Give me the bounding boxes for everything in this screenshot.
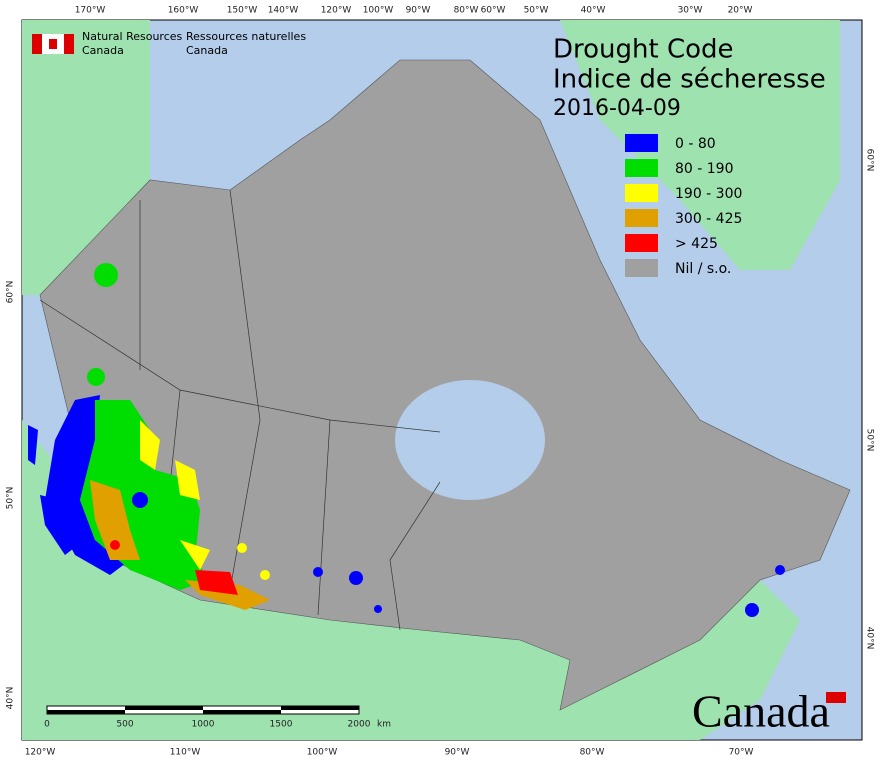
scale-segment: [47, 710, 125, 714]
legend-swatch: [625, 159, 658, 177]
lat-label: 40°N: [865, 627, 875, 650]
lon-label: 140°W: [268, 6, 299, 16]
alaska: [22, 20, 150, 295]
flag-band: [32, 34, 42, 54]
lon-label: 80°W: [454, 6, 479, 16]
lon-label: 170°W: [75, 6, 106, 16]
wordmark: Canada: [692, 686, 830, 737]
agency-fr: Ressources naturelles: [186, 30, 306, 43]
lon-label: 90°W: [445, 748, 470, 758]
legend-swatch: [625, 184, 658, 202]
scale-label: km: [377, 720, 391, 730]
drought-patch: [40, 495, 78, 555]
drought-patch: [132, 492, 148, 508]
lat-label: 60°N: [865, 149, 875, 172]
lon-label: 50°W: [524, 6, 549, 16]
drought-patch: [237, 543, 247, 553]
scale-segment: [125, 706, 203, 710]
lon-label: 30°W: [678, 6, 703, 16]
lon-label: 20°W: [728, 6, 753, 16]
scale-bar: 0 500 1000 1500 2000 km: [44, 705, 391, 730]
drought-patch: [28, 425, 38, 465]
title: Indice de sécheresse: [553, 65, 826, 95]
scale-label: 1500: [270, 720, 293, 730]
drought-patch: [374, 605, 382, 613]
lat-label: 60°N: [6, 281, 16, 304]
lon-label: 110°W: [170, 748, 201, 758]
scale-label: 500: [116, 720, 133, 730]
legend-label: Nil / s.o.: [675, 261, 731, 277]
drought-patch: [260, 570, 270, 580]
lon-label: 150°W: [227, 6, 258, 16]
lon-label: 90°W: [406, 6, 431, 16]
drought-patch: [140, 420, 160, 470]
scale-segment: [203, 710, 281, 714]
legend-label: > 425: [675, 236, 718, 252]
legend-label: 0 - 80: [675, 136, 716, 152]
drought-patch: [313, 567, 323, 577]
scale-segment: [281, 706, 359, 710]
wordmark-flag: [826, 692, 846, 703]
scale-label: 1000: [192, 720, 215, 730]
scale-label: 0: [44, 720, 50, 730]
drought-patch: [175, 460, 200, 500]
drought-patch: [349, 571, 363, 585]
greenland: [560, 20, 840, 270]
agency-fr: Canada: [186, 44, 228, 57]
legend-swatch: [625, 259, 658, 277]
hudson-bay: [395, 380, 545, 500]
lon-label: 120°W: [25, 748, 56, 758]
title: Drought Code: [553, 35, 734, 65]
lon-label: 100°W: [363, 6, 394, 16]
drought-patch: [775, 565, 785, 575]
lon-label: 80°W: [580, 748, 605, 758]
lat-label: 40°N: [6, 687, 16, 710]
lon-label: 120°W: [321, 6, 352, 16]
lon-label: 70°W: [729, 748, 754, 758]
graticule-labels: 170°W 160°W 150°W 140°W 120°W 100°W 90°W 80°W 60…: [6, 6, 875, 758]
lon-label: 40°W: [581, 6, 606, 16]
legend-swatch: [625, 209, 658, 227]
legend-swatch: [625, 234, 658, 252]
lat-label: 50°N: [865, 429, 875, 452]
drought-patches: [28, 263, 785, 617]
lon-label: 100°W: [307, 748, 338, 758]
lat-label: 50°N: [6, 487, 16, 510]
legend-label: 190 - 300: [675, 186, 742, 202]
drought-patch: [180, 540, 210, 570]
lon-label: 160°W: [168, 6, 199, 16]
legend-swatch: [625, 134, 658, 152]
drought-patch: [110, 540, 120, 550]
united-states: [22, 420, 800, 740]
drought-patch: [90, 480, 140, 560]
flag-leaf: [49, 39, 57, 49]
flag-band: [64, 34, 74, 54]
drought-patch: [94, 263, 118, 287]
header: Natural Resources Canada Ressources natu…: [32, 30, 306, 57]
legend-label: 80 - 190: [675, 161, 734, 177]
drought-patch: [195, 570, 238, 595]
drought-patch: [745, 603, 759, 617]
date: 2016-04-09: [553, 96, 681, 121]
legend: 0 - 80 80 - 190 190 - 300 300 - 425 > 425 Nil…: [625, 134, 742, 277]
scale-label: 2000: [348, 720, 371, 730]
agency-en: Natural Resources: [82, 30, 183, 43]
agency-en: Canada: [82, 44, 124, 57]
lon-label: 60°W: [481, 6, 506, 16]
legend-label: 300 - 425: [675, 211, 742, 227]
drought-patch: [87, 368, 105, 386]
